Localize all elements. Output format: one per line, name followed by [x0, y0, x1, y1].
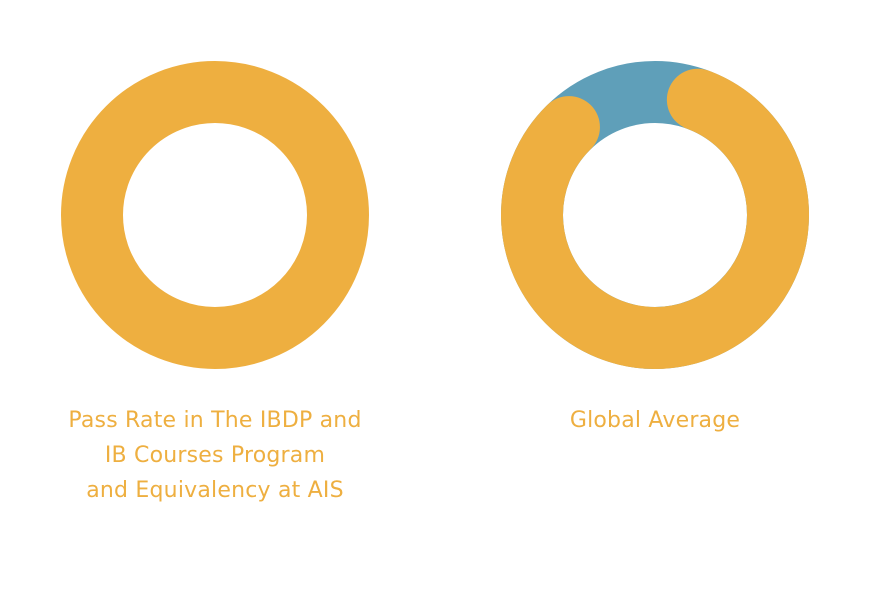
donut-1-slice-primary: [61, 61, 369, 369]
chart-caption-global-average: Global Average: [569, 408, 741, 433]
donut-2-slice-primary: [501, 68, 809, 369]
donut-chart-ais-svg: [61, 61, 369, 369]
donut-chart-ais-pass-rate: [60, 60, 370, 370]
chart-caption-ais-pass-rate: Pass Rate in The IBDP and IB Courses Pro…: [68, 408, 362, 503]
donut-chart-global-average: [500, 60, 810, 370]
donut-chart-global-svg: [501, 61, 809, 369]
